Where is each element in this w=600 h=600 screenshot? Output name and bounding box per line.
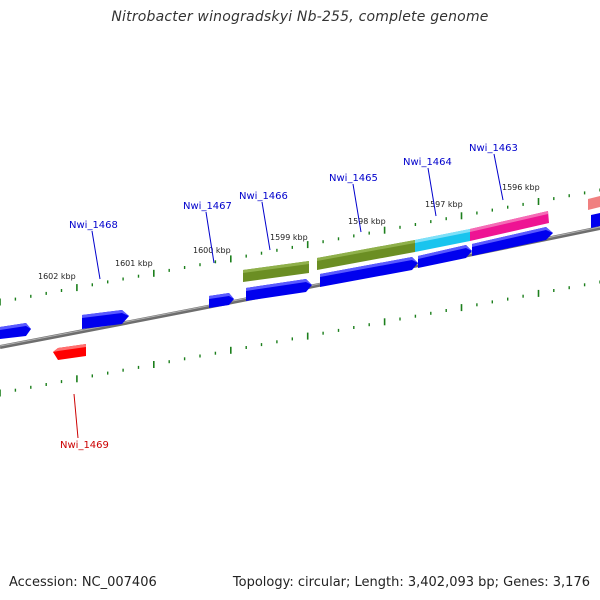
outer-tick-track: [0, 188, 600, 306]
gene-arrow-forward: [0, 323, 31, 339]
feature-bar-olive-1: [243, 261, 309, 282]
gene-arrow-forward: [320, 257, 418, 287]
feature-bar-pink: [588, 196, 600, 210]
kbp-label: 1601 kbp: [115, 259, 153, 268]
gene-arrow-forward: [591, 213, 600, 228]
gene-label-nwi-1463: Nwi_1463: [469, 143, 518, 154]
gene-arrow-forward: [472, 227, 553, 256]
gene-label-nwi-1468: Nwi_1468: [69, 220, 118, 231]
genome-summary: Topology: circular; Length: 3,402,093 bp…: [232, 575, 590, 590]
gene-arrow-forward: [209, 293, 234, 308]
gene-arrow-forward: [82, 310, 129, 329]
gene-label-nwi-1469: Nwi_1469: [60, 440, 109, 451]
feature-bars: [243, 196, 600, 282]
kbp-label: 1599 kbp: [270, 233, 308, 242]
inner-tick-track: [0, 280, 600, 397]
feature-bar-cyan: [415, 229, 470, 252]
gene-arrow-forward: [418, 245, 472, 268]
gene-label-nwi-1464: Nwi_1464: [403, 157, 452, 168]
gene-arrow-reverse: [53, 344, 86, 360]
gene-labels: Nwi_1468 Nwi_1467 Nwi_1466 Nwi_1465 Nwi_…: [60, 143, 518, 451]
kbp-label: 1597 kbp: [425, 200, 463, 209]
reverse-genes: [53, 344, 86, 360]
gene-arrow-forward: [246, 279, 312, 301]
feature-bar-olive-2: [317, 240, 415, 270]
gene-label-nwi-1466: Nwi_1466: [239, 191, 288, 202]
kbp-label: 1598 kbp: [348, 217, 386, 226]
forward-genes: [0, 213, 600, 339]
gene-label-nwi-1467: Nwi_1467: [183, 201, 232, 212]
label-leaders: [73, 153, 504, 439]
kbp-label: 1596 kbp: [502, 183, 540, 192]
gene-label-nwi-1465: Nwi_1465: [329, 173, 378, 184]
map-title: Nitrobacter winogradskyi Nb-255, complet…: [111, 9, 489, 25]
accession-label: Accession: NC_007406: [9, 575, 157, 590]
feature-bar-magenta: [470, 211, 549, 241]
kbp-label: 1602 kbp: [38, 272, 76, 281]
